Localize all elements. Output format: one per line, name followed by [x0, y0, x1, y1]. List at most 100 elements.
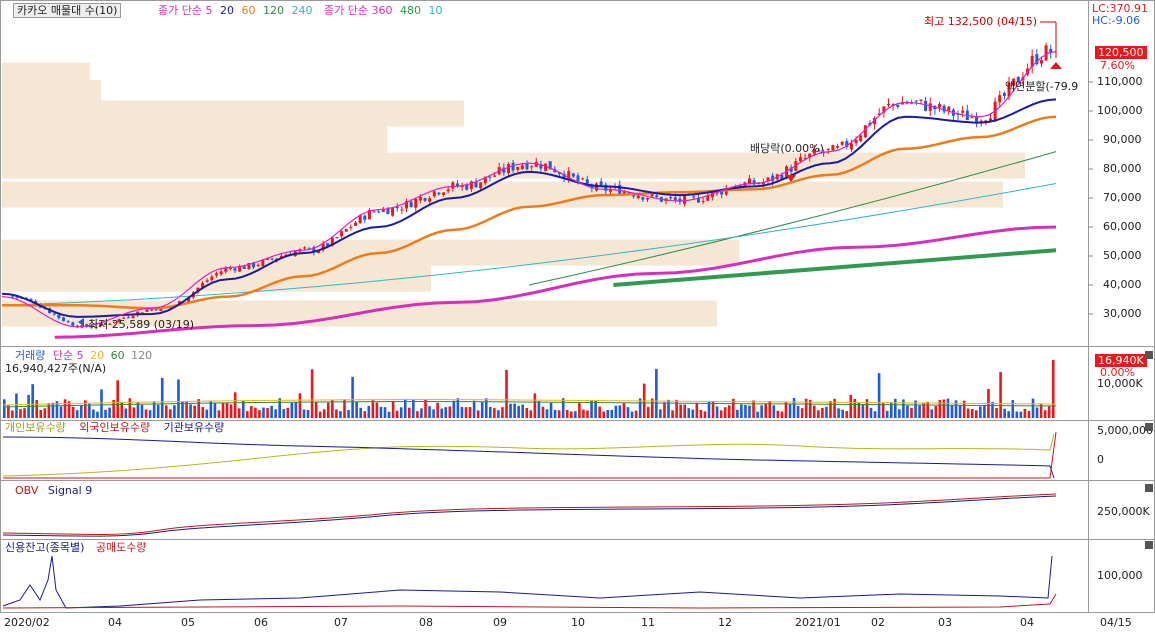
candle-body	[808, 153, 812, 158]
candle-body	[683, 195, 687, 204]
volume-bar	[233, 392, 237, 418]
volume-bar	[630, 411, 634, 418]
volume-bar	[780, 411, 784, 418]
candle-body	[261, 259, 265, 266]
volume-bar	[79, 405, 83, 418]
volume-bar	[84, 400, 87, 418]
candle-body	[544, 163, 548, 171]
volume-bar	[574, 411, 577, 418]
candle-body	[979, 120, 983, 122]
candle-body	[11, 296, 15, 298]
candle-body	[678, 198, 682, 202]
volume-bar	[857, 402, 861, 418]
candle-body	[312, 247, 316, 253]
volume-bar	[51, 402, 55, 418]
volume-bar	[861, 404, 865, 418]
candle-body	[548, 161, 552, 170]
volume-bar	[578, 403, 581, 418]
x-tick: 06	[254, 616, 268, 629]
candle-body	[113, 321, 117, 324]
ma-period-10: 10	[428, 4, 443, 17]
volume-bar	[294, 401, 298, 418]
volume-profile-bar	[2, 181, 1003, 208]
credit-legend[interactable]: 신용잔고(종목별) 공매도수량	[5, 541, 147, 554]
candle-body	[372, 211, 376, 213]
volume-bar	[594, 400, 597, 418]
volume-bar	[225, 402, 229, 418]
volume-bar	[764, 403, 767, 418]
volume-bar	[950, 405, 954, 418]
candle-body	[1012, 78, 1016, 86]
candle-body	[530, 166, 534, 168]
x-tick: 07	[334, 616, 348, 629]
ma5-line	[1, 50, 1057, 328]
holdings-institution-label: 기관보유수량	[163, 421, 225, 434]
candle-body	[910, 102, 914, 104]
candle-body	[479, 182, 483, 189]
holdings-legend[interactable]: 개인보유수량 외국인보유수량 기관보유수량	[5, 421, 224, 434]
candle-body	[650, 193, 654, 197]
volume-bar	[237, 408, 241, 418]
ma-legend-1[interactable]: 종가 단순 5 20 60 120 240 종가 단순 360 480 10	[158, 4, 442, 17]
volume-bar	[683, 404, 686, 418]
candle-body	[849, 143, 853, 150]
volume-bar	[719, 410, 723, 418]
volume-current-badge: 16,940K	[1095, 354, 1147, 367]
x-tick: 2021/01	[795, 616, 841, 629]
candle-body	[1002, 93, 1006, 97]
volume-bar	[906, 405, 909, 418]
volume-bar	[800, 408, 804, 418]
volume-bar	[335, 409, 338, 418]
candle-body	[15, 296, 19, 298]
candle-body	[428, 198, 432, 202]
candle-body	[798, 157, 802, 162]
volume-panel-close-button[interactable]	[1145, 351, 1153, 359]
volume-ma20-line	[2, 399, 1057, 406]
volume-legend[interactable]: 거래량 단순 5 20 60 120	[15, 349, 152, 362]
volume-bar	[15, 393, 18, 418]
dividend-marker	[786, 175, 796, 182]
candle-body	[247, 263, 251, 269]
candle-body	[224, 268, 228, 272]
volume-bar	[140, 404, 144, 418]
chart-title[interactable]: 카카오 매물대 수(10)	[13, 3, 122, 18]
volume-bar	[877, 373, 881, 418]
candle-body	[914, 100, 918, 102]
volume-bar	[92, 409, 95, 418]
candle-body	[335, 237, 339, 239]
candle-body	[928, 103, 932, 111]
change-pct: 7.60%	[1100, 59, 1135, 72]
holdings-axis-tick: 5,000,000	[1097, 424, 1153, 437]
x-tick: 04	[1020, 616, 1034, 629]
obv-legend[interactable]: OBV Signal 9	[15, 484, 92, 497]
volume-bar	[549, 402, 553, 418]
volume-bar	[96, 411, 99, 418]
volume-bar	[156, 404, 160, 418]
volume-bar	[363, 411, 367, 418]
ma360-line	[54, 225, 1057, 339]
x-tick: 12	[718, 616, 732, 629]
candle-body	[506, 164, 510, 174]
candle-body	[988, 118, 992, 122]
volume-bar	[371, 400, 375, 418]
candle-body	[94, 326, 98, 328]
obv-panel-close-button[interactable]	[1145, 484, 1153, 492]
volume-bar	[1011, 400, 1015, 418]
candle-body	[1030, 55, 1034, 67]
candle-body	[845, 141, 849, 148]
candle-body	[363, 215, 367, 220]
obv-signal-label: Signal 9	[47, 484, 93, 497]
volume-bar	[618, 405, 622, 418]
volume-bar	[395, 410, 399, 418]
candle-body	[252, 262, 256, 268]
candle-body	[488, 176, 492, 178]
candle-body	[367, 210, 371, 220]
volume-bar	[39, 409, 43, 418]
volume-bar	[699, 409, 703, 418]
credit-panel-close-button[interactable]	[1145, 541, 1153, 549]
volume-bar	[586, 410, 589, 418]
volume-ma-120: 120	[131, 349, 153, 362]
volume-bar	[930, 409, 934, 418]
holdings-panel-close-button[interactable]	[1145, 423, 1153, 431]
